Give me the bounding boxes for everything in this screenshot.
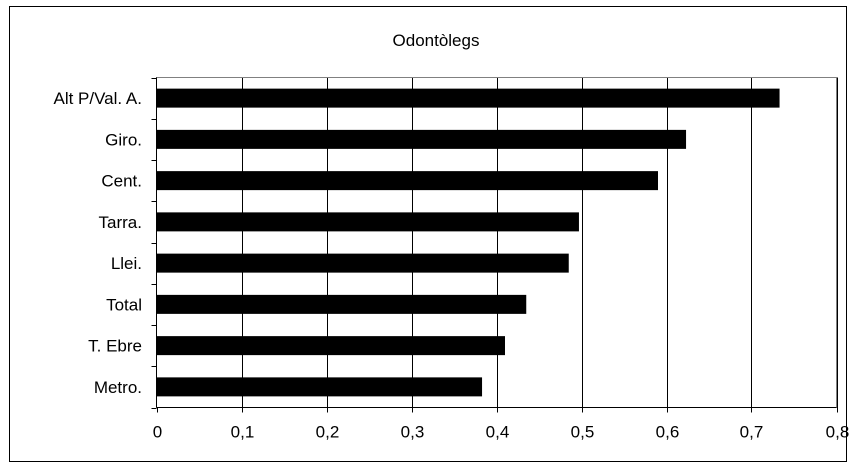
axis-labels: Alt P/Val. A. Giro. Cent. Tarra. Llei. Total T… [53, 89, 849, 441]
category-label: T. Ebre [88, 337, 142, 356]
axes [151, 77, 838, 413]
x-tick-label: 0,8 [826, 423, 850, 442]
x-tick-label: 0,7 [740, 423, 764, 442]
bar [156, 294, 527, 314]
x-tick-label: 0,5 [571, 423, 595, 442]
x-tick-label: 0 [153, 423, 162, 442]
x-tick-label: 0,1 [231, 423, 255, 442]
bar [156, 171, 658, 191]
bar [156, 129, 687, 149]
bars [156, 88, 780, 397]
category-label: Llei. [111, 254, 142, 273]
x-tick-label: 0,2 [316, 423, 340, 442]
chart-title: Odontòlegs [393, 31, 480, 50]
category-label: Cent. [101, 172, 142, 191]
bar [156, 212, 579, 232]
category-label: Tarra. [99, 213, 142, 232]
category-label: Giro. [105, 130, 142, 149]
category-label: Alt P/Val. A. [53, 89, 142, 108]
bar [156, 253, 569, 273]
bar [156, 336, 505, 356]
category-label: Metro. [94, 378, 142, 397]
bar [156, 377, 483, 397]
x-tick-label: 0,3 [401, 423, 425, 442]
category-label: Total [106, 295, 142, 314]
x-tick-label: 0,4 [486, 423, 510, 442]
x-tick-label: 0,6 [656, 423, 680, 442]
bar [156, 88, 780, 108]
